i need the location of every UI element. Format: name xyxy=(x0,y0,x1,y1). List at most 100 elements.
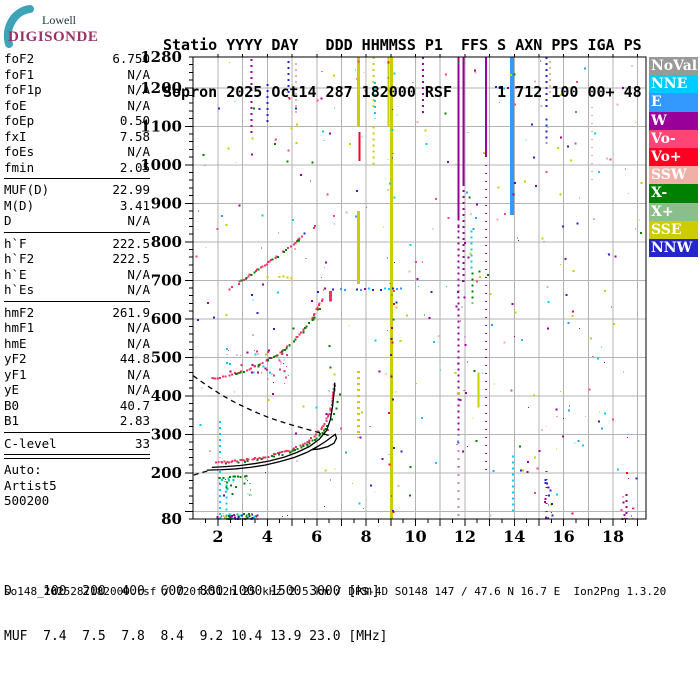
y-tick-label: 500 xyxy=(151,348,182,366)
param-value: 2.83 xyxy=(119,413,150,428)
y-tick-label: 1200 xyxy=(140,79,182,97)
param-group: foF2 6.750 foF1 N/A foF1p N/A foE N/A foEp 0.50 fx… xyxy=(4,51,150,175)
param-group: h`F 222.5 h`F2 222.5 h`E N/A h`Es N/A xyxy=(4,231,150,298)
param-row-fof1: foF1 N/A xyxy=(4,67,150,83)
logo-lowell-text: Lowell xyxy=(42,13,77,27)
param-value: N/A xyxy=(127,282,150,297)
muf-row: MUF 7.4 7.5 7.8 8.4 9.2 10.4 13.9 23.0 [… xyxy=(4,629,388,644)
trace-F2-ordinary-trace xyxy=(215,383,337,464)
y-tick-label: 80 xyxy=(161,510,182,528)
param-row-yf2: yF2 44.8 xyxy=(4,351,150,367)
param-group: C-level 33 xyxy=(4,431,150,455)
trace-2F-extraordinary-trace xyxy=(235,307,321,376)
param-row-he: h`E N/A xyxy=(4,267,150,283)
logo-digisonde-text: DIGISONDE xyxy=(8,29,98,45)
param-row-yf1: yF1 N/A xyxy=(4,367,150,383)
rfi-bands xyxy=(218,57,628,519)
overlay-true-height-hook-curve xyxy=(206,433,338,471)
param-row-clevel: C-level 33 xyxy=(4,436,150,452)
x-tick-label: 16 xyxy=(552,527,574,546)
y-tick-label: 1100 xyxy=(140,117,182,135)
param-label: C-level xyxy=(4,435,57,451)
param-value: 44.8 xyxy=(119,351,150,366)
param-value: N/A xyxy=(127,382,150,397)
legend-item-sse: SSE xyxy=(649,220,698,239)
param-value: 3.41 xyxy=(119,197,150,213)
param-row-b1: B1 2.83 xyxy=(4,413,150,429)
param-row-fmin: fmin 2.05 xyxy=(4,160,150,176)
header-values-row: Sopron 2025 Oct14 287 182000 RSF 1 712 1… xyxy=(163,82,642,101)
distance-row: D 100 200 400 600 800 1000 1500 3000 [km… xyxy=(4,584,380,599)
param-row-hes: h`Es N/A xyxy=(4,282,150,298)
trace-3F-ordinary-trace xyxy=(228,224,316,291)
legend-item-e: E xyxy=(649,93,698,112)
param-row-hmf1: hmF1 N/A xyxy=(4,320,150,336)
param-label: hmE xyxy=(4,335,27,351)
param-value: N/A xyxy=(127,97,150,113)
trace-F2-extraordinary-trace xyxy=(225,393,342,465)
param-row-hf2: h`F2 222.5 xyxy=(4,251,150,267)
digisonde-ionogram-view: 1280 1200 1100 1000 900 800 700 600 500 400 300 200… xyxy=(3,5,698,644)
param-label: foEp xyxy=(4,113,35,128)
y-tick-label: 300 xyxy=(151,425,182,443)
legend-item-nne: NNE xyxy=(649,75,698,94)
param-row-auto: Auto: xyxy=(4,462,150,478)
legend-item-ssw: SSW xyxy=(649,166,698,185)
legend-item-noval: NoVal xyxy=(649,57,698,76)
trace-3F-extraordinary-trace xyxy=(240,239,300,282)
x-tick-label: 10 xyxy=(404,527,426,546)
muf-distance-table: D 100 200 400 600 800 1000 1500 3000 [km… xyxy=(4,554,388,674)
x-tick-label: 2 xyxy=(212,527,223,546)
overlay-muf-transmission-curve xyxy=(192,375,330,437)
param-row-md: M(D) 3.41 xyxy=(4,198,150,214)
param-label: h`E xyxy=(4,266,27,282)
param-value: 33 xyxy=(134,435,150,451)
param-row-artist5: Artist5 xyxy=(4,478,150,494)
param-label: foE xyxy=(4,97,27,113)
plot-axes: 1280120011001000900800700600500400300200… xyxy=(140,48,647,546)
overlay-muf-curve-low-tail xyxy=(193,470,209,476)
param-label: Auto: xyxy=(4,462,42,477)
y-tick-label: 700 xyxy=(151,271,182,289)
param-label: fmin xyxy=(4,159,35,175)
param-label: hmF2 xyxy=(4,304,35,320)
param-group: Auto: Artist5 500200 xyxy=(4,458,150,509)
param-label: Artist5 xyxy=(4,477,57,493)
param-value: N/A xyxy=(127,82,150,97)
param-label: yF2 xyxy=(4,351,27,366)
y-tick-label: 400 xyxy=(151,387,182,405)
param-value: 0.50 xyxy=(119,113,150,128)
echo-color-legend: NoVal NNE E W Vo- Vo+ SSW X- X+ SSE NNW xyxy=(649,57,698,258)
param-value: 222.5 xyxy=(112,251,150,266)
param-label: 500200 xyxy=(4,493,50,508)
param-value: 2.05 xyxy=(119,159,150,175)
param-value: N/A xyxy=(127,335,150,351)
param-value: 6.750 xyxy=(112,51,150,66)
y-tick-label: 1000 xyxy=(140,156,182,174)
y-tick-label: 800 xyxy=(151,233,182,251)
param-row-foe: foE N/A xyxy=(4,98,150,114)
param-label: hmF1 xyxy=(4,320,35,335)
param-group: MUF(D) 22.99 M(D) 3.41 D N/A xyxy=(4,178,150,229)
param-row-fof1p: foF1p N/A xyxy=(4,82,150,98)
scaled-profile-overlays xyxy=(192,375,338,476)
param-row-500200: 500200 xyxy=(4,493,150,509)
param-value: 222.5 xyxy=(112,235,150,251)
param-row-fxi: fxI 7.58 xyxy=(4,129,150,145)
param-label: foF2 xyxy=(4,51,35,66)
param-value: 261.9 xyxy=(112,304,150,320)
param-label: yE xyxy=(4,382,20,397)
y-tick-label: 600 xyxy=(151,310,182,328)
param-row-hf: h`F 222.5 xyxy=(4,236,150,252)
param-row-b0: B0 40.7 xyxy=(4,398,150,414)
param-row-hme: hmE N/A xyxy=(4,336,150,352)
x-tick-label: 6 xyxy=(311,527,322,546)
legend-item-x: X+ xyxy=(649,202,698,221)
param-label: yF1 xyxy=(4,366,27,382)
overlay-profile-fit-curve xyxy=(211,382,336,469)
status-line: so148_2025287182000.rsf / 720fx512h 25 k… xyxy=(4,585,667,598)
x-tick-label: 12 xyxy=(454,527,476,546)
param-label: h`F xyxy=(4,235,27,251)
param-value: 40.7 xyxy=(119,397,150,413)
legend-item-nnw: NNW xyxy=(649,238,698,258)
